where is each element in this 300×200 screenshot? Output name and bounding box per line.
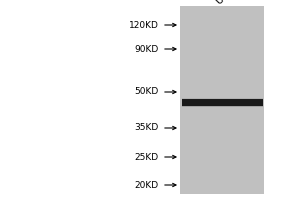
Text: 50KD: 50KD (134, 88, 158, 97)
Text: 120KD: 120KD (128, 21, 158, 29)
Bar (182, 98, 262, 99)
Text: 90KD: 90KD (134, 45, 158, 53)
Bar (180, 6, 264, 194)
Text: 20KD: 20KD (134, 180, 158, 190)
Bar (182, 98, 262, 99)
Bar (182, 106, 262, 107)
Bar (182, 106, 262, 107)
Bar (182, 106, 262, 107)
Bar (182, 98, 262, 99)
Bar (182, 98, 262, 99)
Bar (182, 106, 262, 107)
Bar (182, 98, 262, 99)
Text: 35KD: 35KD (134, 123, 158, 132)
Text: 25KD: 25KD (134, 152, 158, 162)
Text: U87: U87 (213, 0, 235, 6)
Bar (182, 98, 262, 107)
